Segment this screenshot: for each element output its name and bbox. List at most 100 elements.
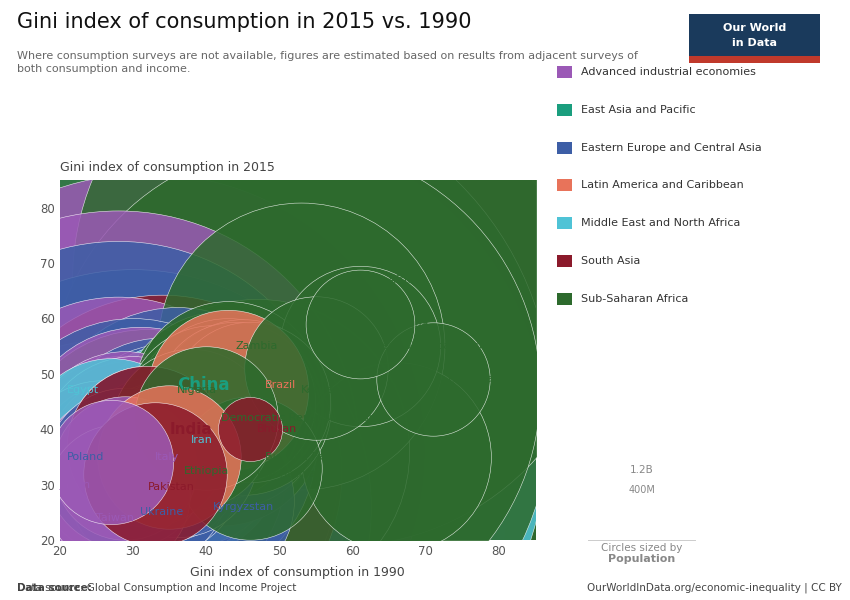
Point <box>148 452 162 462</box>
Point <box>126 502 139 512</box>
Point <box>148 419 162 428</box>
Text: Iran: Iran <box>191 436 213 445</box>
Point <box>331 275 344 284</box>
Point <box>353 341 366 351</box>
Text: Ukraine: Ukraine <box>140 508 184 517</box>
Text: Botswana: Botswana <box>374 319 429 329</box>
Point <box>170 446 184 456</box>
Point <box>199 413 212 423</box>
Point <box>126 446 139 456</box>
Point <box>111 491 125 500</box>
Point <box>389 452 403 462</box>
Point <box>148 469 162 478</box>
Point <box>635 497 649 506</box>
Text: Circles sized by: Circles sized by <box>601 544 683 553</box>
Point <box>199 496 212 506</box>
Point <box>221 386 235 395</box>
Point <box>229 402 242 412</box>
Text: Latin America and Caribbean: Latin America and Caribbean <box>581 181 743 190</box>
Point <box>251 446 264 456</box>
Text: Eastern Europe and Central Asia: Eastern Europe and Central Asia <box>581 143 762 152</box>
Point <box>133 474 147 484</box>
Text: Italy: Italy <box>155 452 179 462</box>
Text: Egypt: Egypt <box>67 385 99 395</box>
Text: Pakistan: Pakistan <box>147 482 195 493</box>
Point <box>221 436 235 445</box>
Text: Gini index of consumption in 2015: Gini index of consumption in 2015 <box>60 161 275 174</box>
Text: Mauritania: Mauritania <box>258 469 317 479</box>
Point <box>294 341 308 351</box>
Bar <box>688 56 820 63</box>
Point <box>177 441 190 451</box>
Text: Population: Population <box>608 554 676 564</box>
Point <box>214 408 228 418</box>
Text: South Africa: South Africa <box>353 275 421 284</box>
Point <box>119 441 133 451</box>
Point <box>97 463 110 473</box>
Point <box>156 458 169 467</box>
Text: Middle East and North Africa: Middle East and North Africa <box>581 218 740 228</box>
Text: Sierra Leone: Sierra Leone <box>411 452 481 462</box>
Text: Our World: Our World <box>722 23 786 32</box>
Point <box>133 463 147 473</box>
Text: Data source: Global Consumption and Income Project: Data source: Global Consumption and Inco… <box>17 583 297 593</box>
Point <box>221 408 235 418</box>
Point <box>104 441 117 451</box>
Point <box>148 463 162 473</box>
Point <box>140 441 154 451</box>
Point <box>133 474 147 484</box>
Point <box>119 463 133 473</box>
Point <box>104 480 117 490</box>
Text: Brazil: Brazil <box>264 380 296 390</box>
Point <box>119 469 133 478</box>
Text: Taiwan: Taiwan <box>96 513 134 523</box>
Point <box>251 386 264 395</box>
Point <box>111 452 125 462</box>
Bar <box>688 14 820 57</box>
Point <box>126 458 139 467</box>
Text: 1.2B: 1.2B <box>630 465 654 475</box>
Point <box>140 446 154 456</box>
Point <box>133 446 147 456</box>
Point <box>170 441 184 451</box>
Point <box>243 463 257 473</box>
Point <box>353 319 366 329</box>
Text: Democratic Republic of Congo: Democratic Republic of Congo <box>221 413 389 423</box>
Point <box>184 458 198 467</box>
Point <box>229 386 242 395</box>
Text: Japan: Japan <box>60 479 91 490</box>
Point <box>243 397 257 406</box>
Text: Zambia: Zambia <box>235 341 278 351</box>
Text: East Asia and Pacific: East Asia and Pacific <box>581 105 695 115</box>
Text: Poland: Poland <box>67 452 105 462</box>
Point <box>140 441 154 451</box>
Text: Advanced industrial economies: Advanced industrial economies <box>581 67 756 77</box>
Point <box>207 408 220 418</box>
Text: China: China <box>177 376 230 394</box>
Point <box>126 458 139 467</box>
Point <box>287 386 301 395</box>
Text: South Asia: South Asia <box>581 256 640 266</box>
Point <box>111 469 125 478</box>
Point <box>184 424 198 434</box>
Text: Burkina Faso: Burkina Faso <box>264 452 336 462</box>
Text: Nigeria: Nigeria <box>177 385 217 395</box>
Point <box>97 480 110 490</box>
Point <box>229 397 242 406</box>
Point <box>111 446 125 456</box>
Text: Where consumption surveys are not available, figures are estimated based on resu: Where consumption surveys are not availa… <box>17 51 638 74</box>
Text: Sub-Saharan Africa: Sub-Saharan Africa <box>581 294 688 304</box>
Point <box>126 452 139 462</box>
Point <box>111 386 125 395</box>
Point <box>104 458 117 467</box>
Text: India: India <box>169 422 212 437</box>
Point <box>97 508 110 517</box>
Point <box>156 446 169 456</box>
Text: Kyrgyzstan: Kyrgyzstan <box>213 502 275 512</box>
Point <box>235 402 249 412</box>
Text: Data source:: Data source: <box>17 583 92 593</box>
Point <box>426 374 439 384</box>
Text: Bhutan: Bhutan <box>258 424 298 434</box>
Text: Gini index of consumption in 2015 vs. 1990: Gini index of consumption in 2015 vs. 19… <box>17 12 472 32</box>
Point <box>162 452 176 462</box>
